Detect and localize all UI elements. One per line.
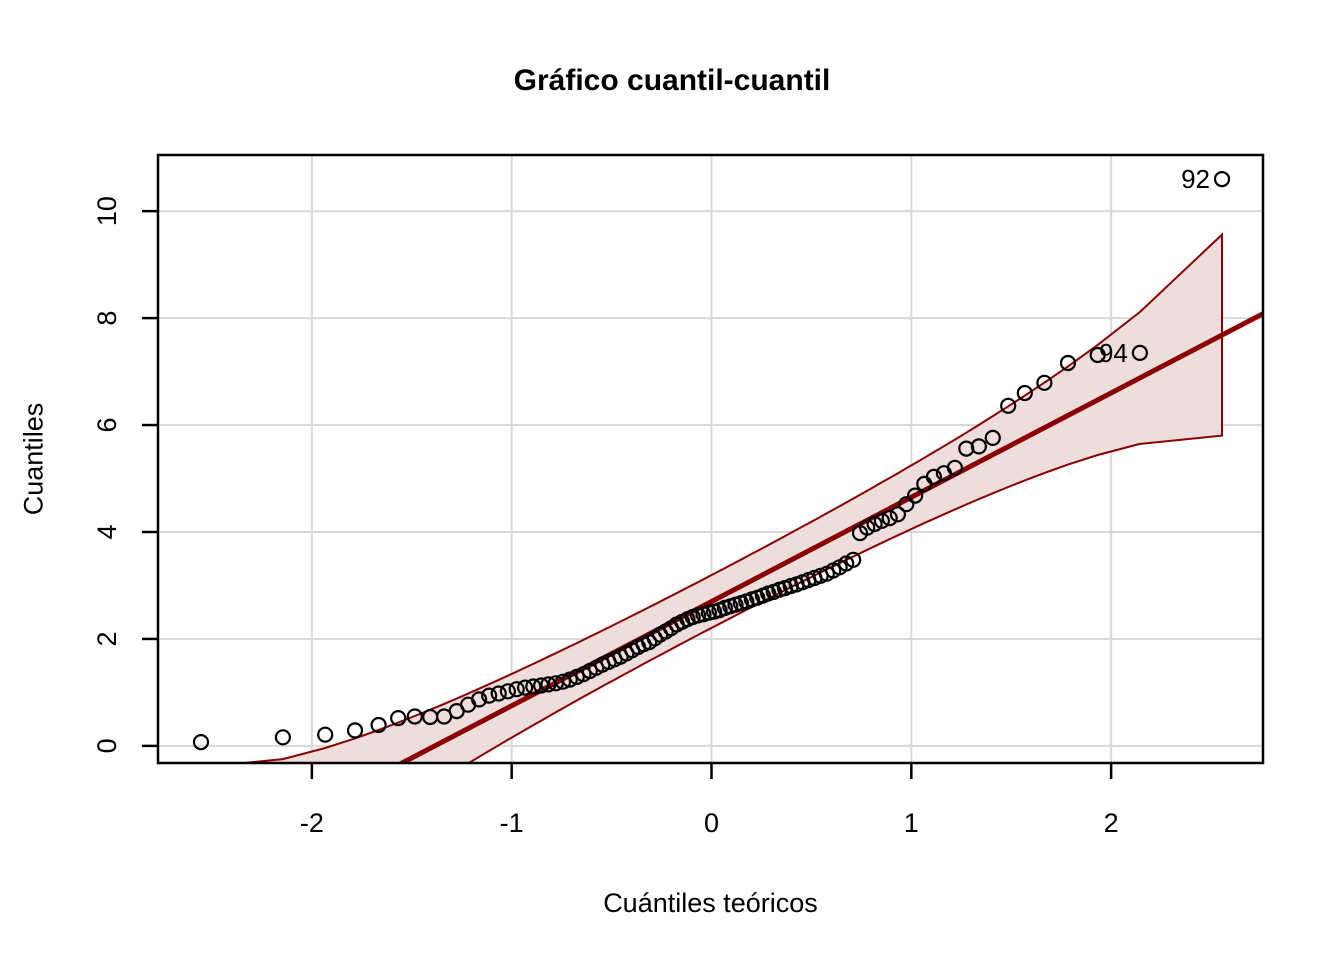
data-point (1000, 397, 1017, 414)
data-point (925, 468, 943, 485)
data-point (906, 487, 924, 504)
chart-title: Gráfico cuantil-cuantil (513, 64, 831, 97)
x-tick-label: -2 (300, 808, 324, 838)
y-tick-label: 0 (92, 738, 122, 753)
data-point (946, 459, 964, 476)
y-tick-label: 10 (92, 196, 122, 226)
confidence-band (234, 232, 1223, 763)
data-point (845, 551, 862, 568)
data-point (192, 733, 210, 751)
data-point (970, 438, 988, 455)
data-point (881, 509, 898, 527)
x-tick-label: 0 (704, 808, 719, 838)
point-label: 94 (1099, 338, 1128, 368)
y-tick-label: 8 (92, 311, 122, 326)
data-point (1016, 384, 1033, 402)
point-label: 92 (1181, 164, 1210, 194)
x-axis-title: Cuántiles teóricos (603, 888, 818, 918)
data-point (274, 729, 291, 746)
data-point (346, 722, 364, 739)
data-point (481, 687, 498, 704)
data-point (490, 685, 507, 702)
y-tick-label: 2 (92, 631, 122, 646)
data-point (516, 679, 534, 696)
data-point (406, 708, 423, 725)
data-point (317, 726, 334, 743)
data-point (859, 519, 876, 536)
data-point (984, 429, 1001, 446)
y-tick-label: 4 (92, 524, 122, 539)
reference-line (396, 311, 1263, 763)
data-point (1059, 354, 1077, 372)
data-point (561, 671, 578, 688)
y-tick-label: 6 (92, 418, 122, 433)
data-point (554, 673, 572, 690)
data-point (525, 678, 542, 695)
data-point (1131, 344, 1149, 361)
data-point (889, 506, 907, 523)
x-tick-label: 2 (1104, 808, 1119, 838)
data-point (1089, 346, 1106, 364)
data-point (873, 512, 891, 529)
x-tick-label: 1 (904, 808, 919, 838)
x-tick-label: -1 (500, 808, 524, 838)
data-point (1036, 374, 1053, 391)
data-point (866, 515, 883, 533)
data-point (471, 691, 488, 708)
data-point (1213, 171, 1231, 188)
data-point (390, 709, 407, 727)
y-axis-title-text: Cuantiles (18, 402, 49, 516)
data-point (898, 496, 915, 513)
data-point (499, 683, 516, 700)
data-point (370, 716, 387, 734)
data-point (508, 681, 525, 698)
